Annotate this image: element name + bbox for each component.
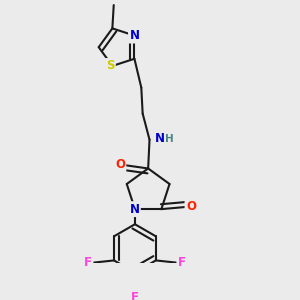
Text: F: F [84, 256, 92, 269]
Text: N: N [129, 29, 140, 42]
Text: H: H [165, 134, 174, 144]
Text: N: N [129, 202, 140, 216]
Text: N: N [155, 132, 165, 145]
Text: F: F [131, 291, 139, 300]
Text: O: O [186, 200, 196, 214]
Text: F: F [178, 256, 186, 269]
Text: S: S [106, 59, 114, 72]
Text: O: O [115, 158, 125, 171]
